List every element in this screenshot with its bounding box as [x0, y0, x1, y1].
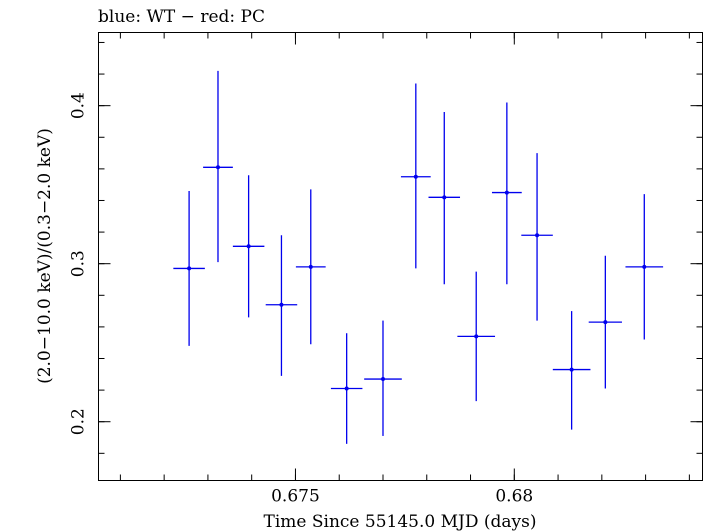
- point-marker: [413, 174, 418, 179]
- data-point: [521, 153, 553, 321]
- data-point: [625, 194, 664, 340]
- point-marker: [380, 377, 385, 382]
- point-marker: [246, 244, 251, 249]
- point-marker: [504, 190, 509, 195]
- data-point: [400, 83, 431, 269]
- x-tick-label: 0.675: [271, 487, 320, 507]
- chart-title: blue: WT − red: PC: [98, 7, 265, 27]
- y-tick-label: 0.3: [69, 250, 89, 277]
- point-marker: [603, 320, 608, 325]
- point-marker: [187, 266, 192, 271]
- point-marker: [279, 302, 284, 307]
- axis-tick-labels: 0.675 0.68 0.2 0.3 0.4: [69, 92, 534, 506]
- point-marker: [642, 264, 647, 269]
- point-marker: [344, 386, 349, 391]
- data-point: [203, 70, 233, 263]
- point-marker: [569, 367, 574, 372]
- data-point: [588, 255, 622, 389]
- data-point: [232, 175, 265, 318]
- point-marker: [535, 233, 540, 238]
- data-point: [428, 111, 461, 285]
- x-tick-label: 0.68: [495, 487, 533, 507]
- point-marker: [308, 264, 313, 269]
- point-marker: [442, 195, 447, 200]
- point-marker: [215, 165, 220, 170]
- y-tick-label: 0.4: [69, 92, 89, 119]
- data-point: [265, 235, 298, 376]
- data-point: [330, 333, 363, 444]
- y-tick-label: 0.2: [69, 408, 89, 435]
- data-point: [173, 190, 205, 346]
- point-marker: [474, 334, 479, 339]
- data-points: [173, 70, 664, 444]
- data-point: [295, 189, 326, 345]
- plot-frame: [98, 32, 703, 481]
- y-axis-label: (2.0−10.0 keV)/(0.3−2.0 keV): [35, 128, 55, 384]
- data-point: [552, 311, 591, 430]
- data-point: [364, 320, 402, 436]
- x-axis-label: Time Since 55145.0 MJD (days): [264, 512, 537, 532]
- data-point: [457, 271, 496, 402]
- data-point: [491, 102, 522, 285]
- axis-ticks: [98, 32, 703, 481]
